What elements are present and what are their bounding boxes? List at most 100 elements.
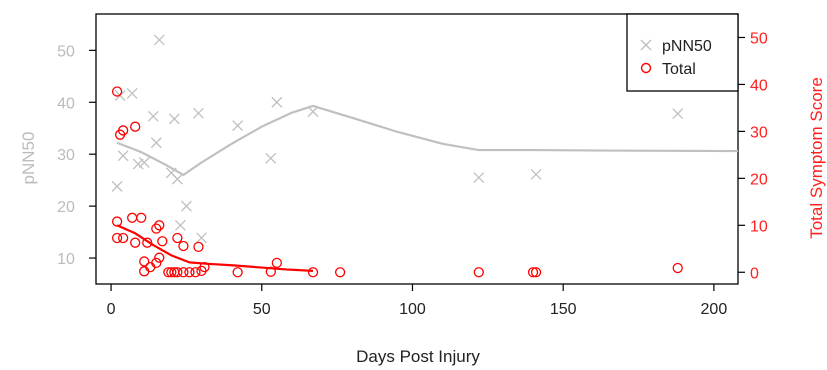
pnn50-point-stroke xyxy=(117,150,129,162)
pnn50-point xyxy=(150,137,162,149)
pnn50-point-stroke xyxy=(672,108,684,120)
pnn50-point-stroke xyxy=(530,168,542,180)
x-tick-label: 100 xyxy=(399,301,426,318)
pnn50-point xyxy=(117,150,129,162)
total-point xyxy=(127,212,138,223)
y-right-tick-label: 10 xyxy=(750,218,768,235)
pnn50-point-stroke xyxy=(111,180,123,192)
total-point xyxy=(117,232,129,244)
pnn50-point xyxy=(193,107,204,119)
total-point xyxy=(193,241,204,253)
y-axis-right-title: Total Symptom Score xyxy=(807,77,826,239)
pnn50-point xyxy=(232,120,244,132)
pnn50-point-stroke xyxy=(174,219,186,231)
x-tick-label: 200 xyxy=(701,301,728,318)
total-point xyxy=(111,86,123,97)
pnn50-point xyxy=(530,168,542,180)
y-left-tick-label: 50 xyxy=(57,43,75,60)
total-point xyxy=(307,267,319,278)
total-point xyxy=(530,267,542,278)
total-point xyxy=(111,216,123,227)
pnn50-point xyxy=(111,180,123,192)
total-point xyxy=(130,237,141,248)
axes-layer: 0 50 100 150 200 10 20 30 40 50 0 10 20 30 40 50 xyxy=(57,13,768,318)
total-point xyxy=(130,121,141,132)
legend-pnn50-label: pNN50 xyxy=(662,38,712,55)
total-point xyxy=(527,267,539,278)
pnn50-point-stroke xyxy=(147,110,159,122)
total-point xyxy=(139,256,150,267)
total-point xyxy=(136,212,147,223)
pnn50-point xyxy=(307,106,319,118)
pnn50-point-stroke xyxy=(126,87,138,99)
x-tick-label: 150 xyxy=(550,301,577,318)
pnn50-point-stroke xyxy=(153,34,165,46)
y-right-tick-label: 0 xyxy=(750,265,759,282)
y-left-tick-label: 40 xyxy=(57,95,75,112)
y-left-tick-label: 20 xyxy=(57,199,75,216)
pnn50-point-stroke xyxy=(232,120,244,132)
total-point xyxy=(142,237,153,248)
total-point xyxy=(151,223,162,234)
pnn50-point xyxy=(672,108,684,120)
x-axis-title: Days Post Injury xyxy=(356,347,480,366)
pnn50-point xyxy=(196,232,207,244)
plot-frame xyxy=(95,13,739,285)
pnn50-point-stroke xyxy=(265,152,277,164)
pnn50-point xyxy=(265,152,277,164)
total-point xyxy=(154,220,165,231)
pnn50-point-stroke xyxy=(180,200,192,212)
pnn50-point xyxy=(174,219,186,231)
pnn50-point xyxy=(473,172,485,184)
total-point xyxy=(172,267,183,278)
pnn50-point-stroke xyxy=(196,232,207,244)
legend-pnn50-marker xyxy=(640,39,652,51)
total-point xyxy=(178,267,189,278)
total-point xyxy=(117,125,129,136)
pnn50-point-stroke xyxy=(473,172,485,184)
total-point xyxy=(271,257,282,269)
pnn50-point xyxy=(168,113,180,125)
legend-box xyxy=(626,13,739,92)
legend-total-marker xyxy=(640,62,652,74)
pnn50-point xyxy=(180,200,192,212)
y-right-tick-label: 40 xyxy=(750,77,768,94)
legend-total-label: Total xyxy=(662,61,696,78)
total-point xyxy=(199,261,210,273)
y-left-tick-label: 30 xyxy=(57,147,75,164)
trend-layer xyxy=(116,104,739,272)
total-point xyxy=(166,267,177,278)
total-point xyxy=(672,262,683,274)
pnn50-point-stroke xyxy=(165,167,177,179)
total-point xyxy=(184,267,195,278)
pnn50-point xyxy=(271,96,283,108)
x-tick-label: 50 xyxy=(253,301,271,318)
total-point xyxy=(265,266,276,277)
total-point xyxy=(111,232,123,244)
pnn50-point-stroke xyxy=(271,96,283,108)
pnn50-point xyxy=(147,110,159,122)
legend: pNN50 Total xyxy=(626,13,739,92)
pnn50-point-stroke xyxy=(150,137,162,149)
pnn50-point-stroke xyxy=(138,157,150,168)
marks-layer xyxy=(111,34,684,278)
y-left-tick-label: 10 xyxy=(57,251,75,268)
total-point xyxy=(190,267,201,278)
total-point xyxy=(334,267,346,278)
y-right-tick-label: 20 xyxy=(750,171,768,188)
total-point xyxy=(172,232,183,244)
pnn50-point xyxy=(171,173,183,185)
total-point xyxy=(154,252,165,263)
pnn50-point-stroke xyxy=(307,106,319,118)
total-point xyxy=(151,257,162,269)
pnn50-trend-line xyxy=(116,104,739,177)
y-right-tick-label: 50 xyxy=(750,30,768,47)
x-tick-label: 0 xyxy=(107,301,116,318)
pnn50-point-stroke xyxy=(193,107,204,119)
pnn50-point-stroke xyxy=(171,173,183,185)
pnn50-point xyxy=(126,87,138,99)
pnn50-point xyxy=(153,34,165,46)
total-point xyxy=(157,236,168,247)
y-axis-left-title: pNN50 xyxy=(19,132,38,185)
